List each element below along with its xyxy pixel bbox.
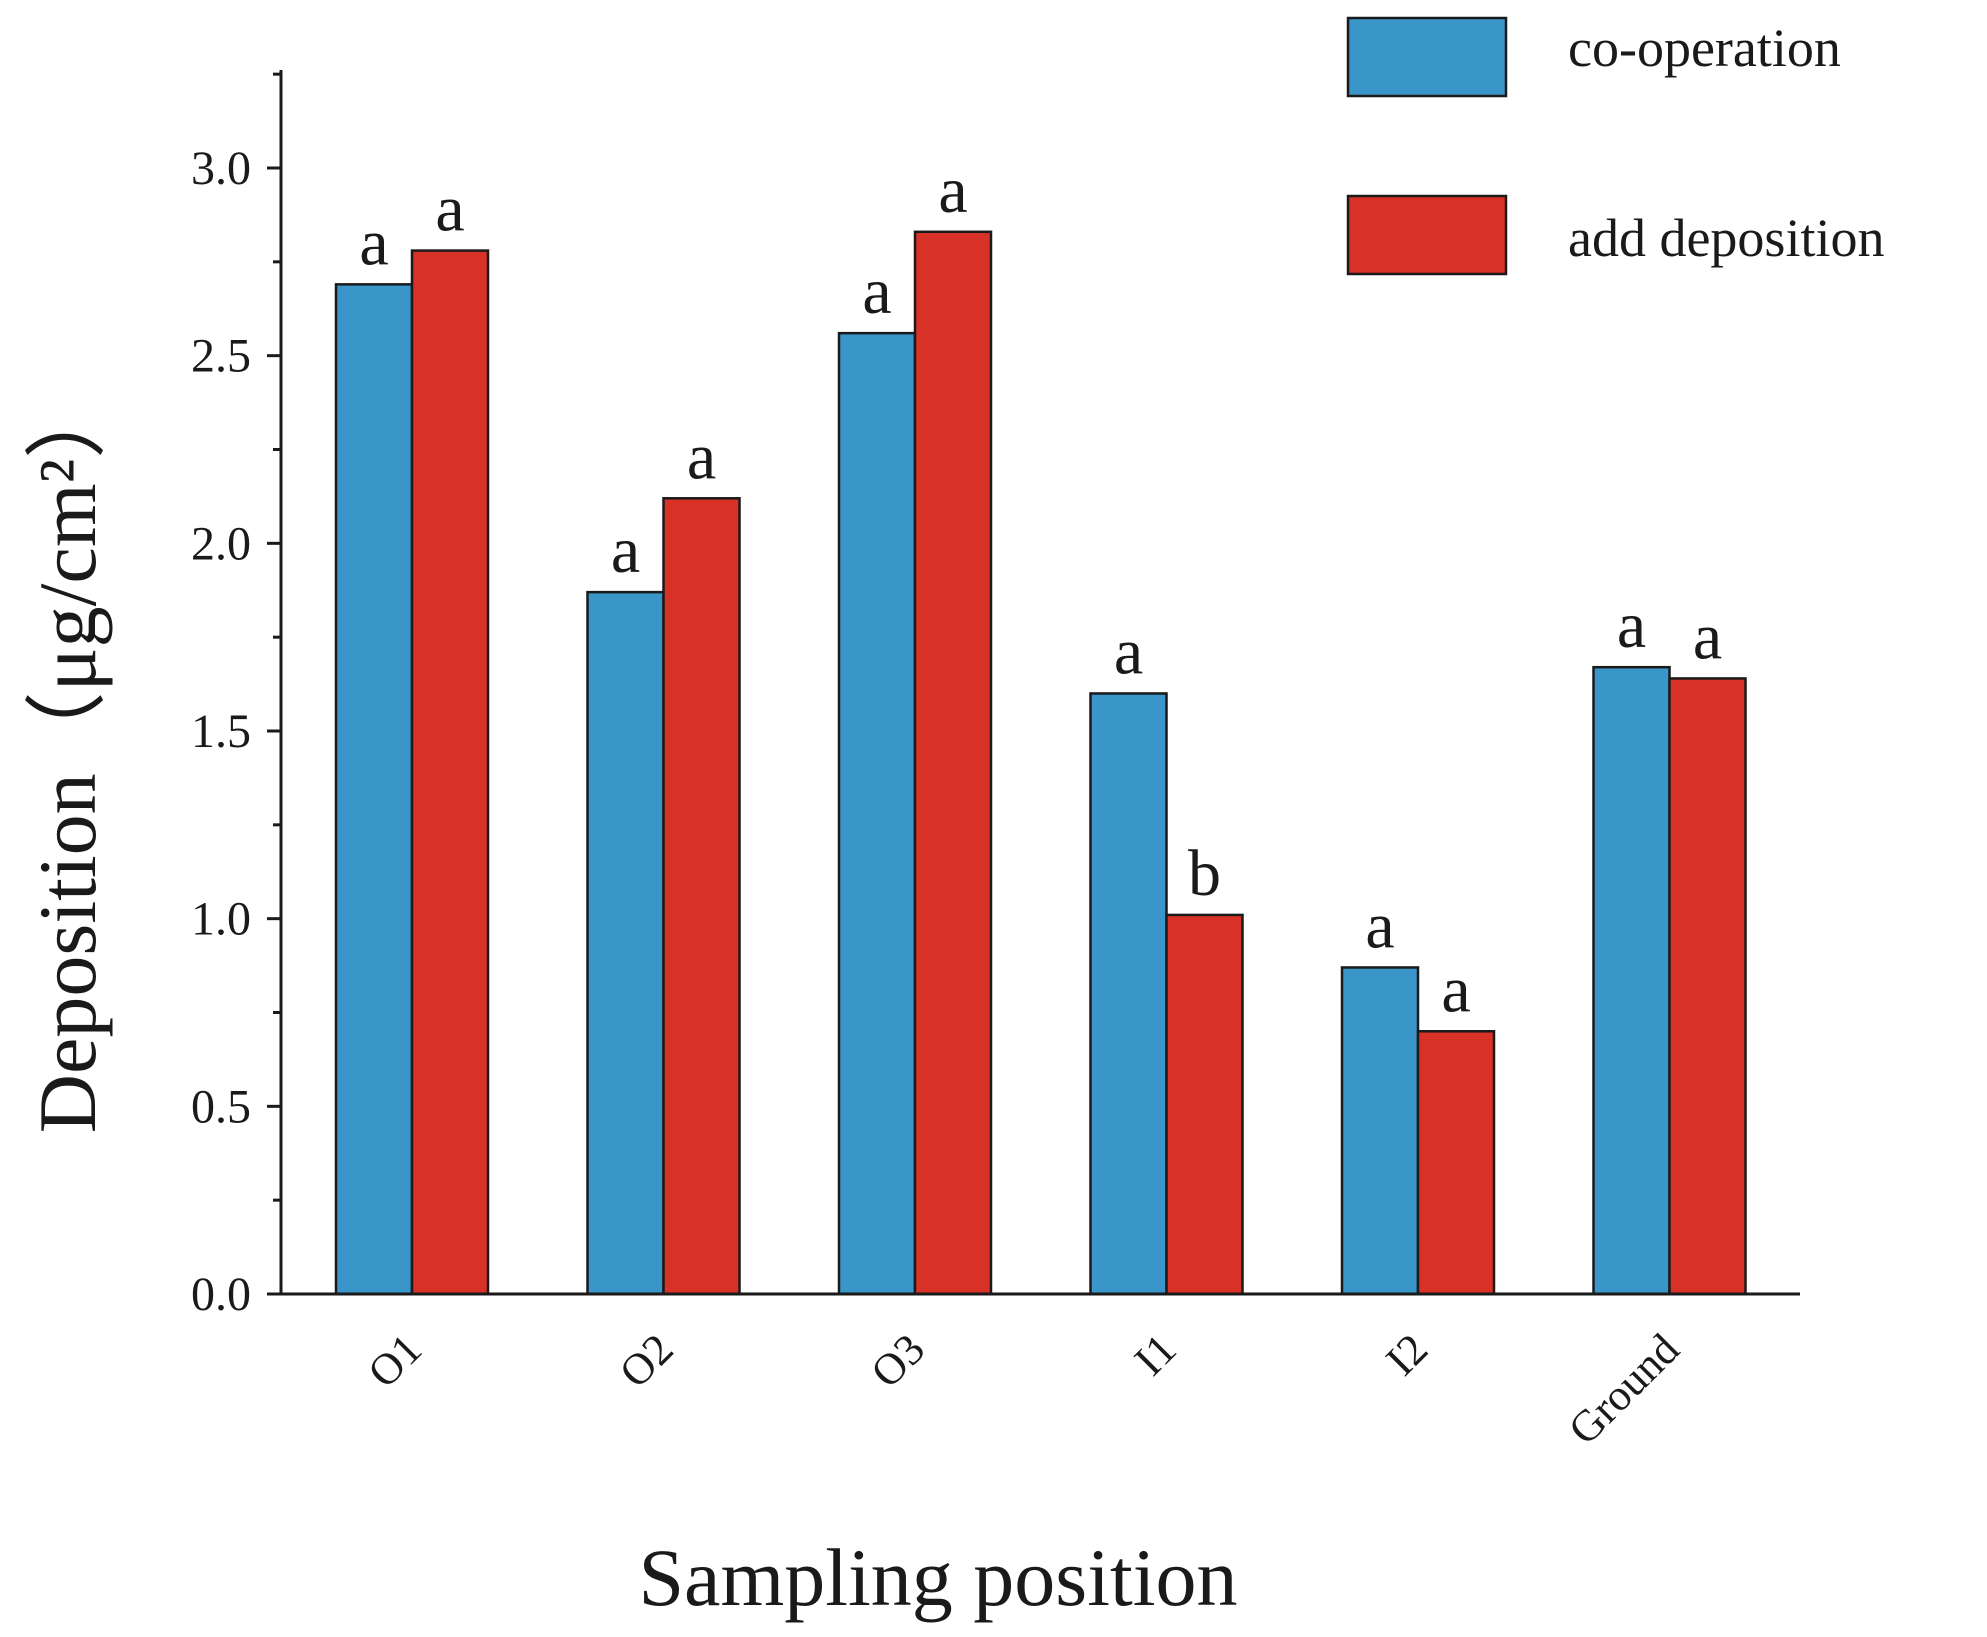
significance-label: a (435, 173, 464, 246)
x-tick-label: I1 (1125, 1324, 1186, 1385)
bar-ground-add-deposition (1668, 677, 1747, 1296)
category-labels: O1 O2 O3 I1 I2 Ground (358, 1324, 1688, 1454)
bar-o1-add-deposition (410, 249, 490, 1296)
y-axis-ticks: 0.0 0.5 1.0 1.5 2.0 2.5 3.0 (191, 72, 281, 1321)
bar-i2-add-deposition (1416, 1030, 1496, 1296)
legend-swatch-co-operation (1346, 16, 1508, 98)
y-tick-label: 0.0 (191, 1268, 251, 1321)
bar-o2-co-operation (586, 590, 665, 1296)
x-tick-label: I2 (1377, 1324, 1438, 1385)
x-tick-label: O3 (861, 1324, 934, 1397)
bar-i1-co-operation (1089, 692, 1168, 1296)
legend-item-co-operation: co-operation (1346, 16, 1841, 98)
x-axis-title: Sampling position (638, 1532, 1237, 1623)
significance-label: a (1114, 615, 1143, 688)
legend-label-co-operation: co-operation (1568, 18, 1841, 78)
x-tick-label: O2 (610, 1324, 683, 1397)
bar-o3-co-operation (837, 331, 917, 1296)
bar-ground-co-operation (1592, 665, 1671, 1296)
y-tick-label: 3.0 (191, 142, 251, 195)
significance-label: a (1441, 953, 1470, 1026)
y-tick-label: 1.5 (191, 705, 251, 758)
significance-label: b (1188, 837, 1221, 910)
bar-i1-add-deposition (1165, 913, 1244, 1296)
legend: co-operation add deposition (1346, 16, 1884, 276)
significance-label: a (938, 154, 967, 227)
significance-label: a (611, 514, 640, 587)
bar-o3-add-deposition (913, 230, 993, 1296)
y-tick-label: 2.0 (191, 517, 251, 570)
y-tick-label: 2.5 (191, 330, 251, 383)
legend-item-add-deposition: add deposition (1346, 194, 1884, 276)
significance-label: a (687, 420, 716, 493)
significance-label: a (1617, 589, 1646, 662)
y-axis-title: Deposition（μg/cm²） (22, 377, 113, 1133)
legend-swatch-add-deposition (1346, 194, 1508, 276)
significance-label: a (862, 255, 891, 328)
legend-label-add-deposition: add deposition (1568, 208, 1884, 268)
x-tick-label: Ground (1559, 1324, 1689, 1454)
y-tick-label: 1.0 (191, 893, 251, 946)
bar-o1-co-operation (334, 283, 414, 1296)
bar-o2-add-deposition (662, 497, 741, 1296)
significance-label: a (1693, 600, 1722, 673)
bar-i2-co-operation (1340, 966, 1420, 1296)
y-tick-label: 0.5 (191, 1080, 251, 1133)
significance-label: a (359, 206, 388, 279)
bars (334, 230, 1747, 1296)
significance-label: a (1365, 889, 1394, 962)
x-tick-label: O1 (358, 1324, 431, 1397)
